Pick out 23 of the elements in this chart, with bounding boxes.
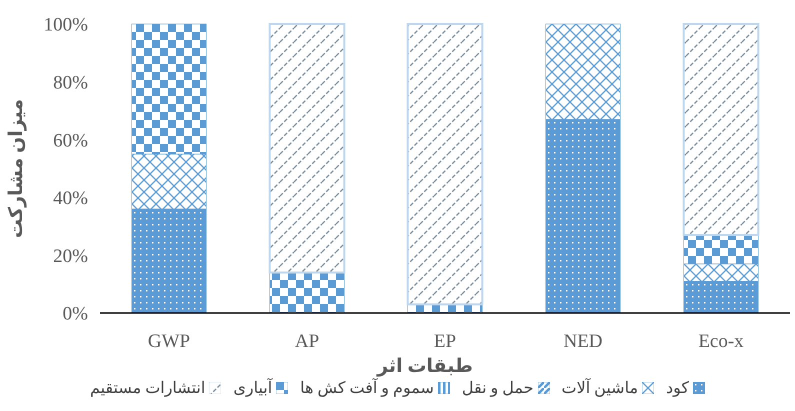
y-tick-label: 0% [62, 304, 88, 325]
bar [269, 272, 345, 314]
legend-label: سموم و آفت کش ها [300, 378, 434, 398]
y-tick-label: 80% [53, 72, 88, 94]
legend-label: حمل و نقل [462, 379, 534, 398]
bar [268, 23, 346, 274]
y-tick-label: 60% [53, 130, 88, 152]
legend-label: انتشارات مستقیم [90, 379, 206, 398]
bar [682, 23, 760, 236]
x-axis-title: طبقات اثر [376, 356, 473, 377]
y-tick-label: 40% [53, 188, 88, 210]
y-tick-label: 100% [44, 14, 88, 36]
legend-label: کود [666, 379, 690, 398]
x-tick-label: Eco-x [698, 331, 744, 352]
y-axis-title: میزان مشارکت [6, 98, 27, 238]
x-tick-label: EP [434, 331, 456, 352]
bar [406, 23, 484, 306]
x-tick-label: AP [294, 331, 320, 352]
legend-label: آبیاری [233, 378, 272, 398]
x-tick-label: NED [563, 331, 603, 352]
x-tick-label: GWP [148, 331, 190, 352]
legend-label: ماشین آلات [562, 378, 638, 398]
y-tick-label: 20% [53, 246, 88, 267]
